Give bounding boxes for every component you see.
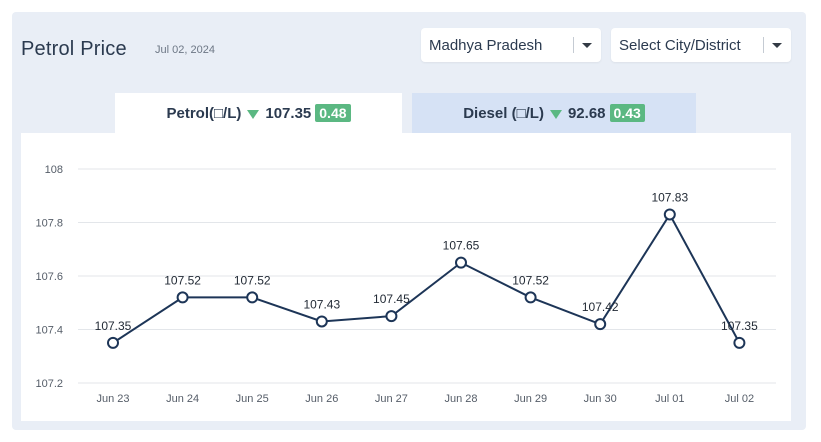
state-select-value: Madhya Pradesh bbox=[429, 36, 543, 54]
data-point bbox=[455, 256, 467, 269]
x-tick-label: Jun 30 bbox=[584, 393, 617, 405]
y-tick-label: 107.2 bbox=[35, 378, 63, 390]
data-label: 107.35 bbox=[95, 319, 132, 333]
x-tick-label: Jun 28 bbox=[444, 393, 477, 405]
chart-panel: 107.2 107.4 107.6 107.8 108 Jun 23 Jun 24 Jun 2… bbox=[21, 133, 791, 421]
data-label: 107.65 bbox=[443, 239, 480, 253]
data-point bbox=[385, 310, 398, 323]
data-point bbox=[524, 291, 537, 304]
x-tick-label: Jun 24 bbox=[166, 393, 199, 405]
select-separator bbox=[573, 37, 574, 53]
data-label: 107.52 bbox=[234, 273, 271, 287]
data-label: 107.42 bbox=[582, 300, 619, 314]
tab-diesel-price: 92.68 bbox=[567, 104, 606, 122]
data-point bbox=[107, 336, 119, 349]
y-tick-label: 107.6 bbox=[35, 271, 63, 283]
tab-petrol-change-badge: 0.48 bbox=[315, 104, 351, 122]
data-label: 107.35 bbox=[721, 319, 758, 333]
tab-diesel-change-badge: 0.43 bbox=[609, 104, 645, 122]
tab-petrol-label: Petrol(□/L) bbox=[166, 104, 242, 122]
price-down-icon bbox=[247, 109, 260, 119]
data-point bbox=[176, 291, 189, 304]
data-label: 107.52 bbox=[164, 273, 201, 287]
data-label: 107.43 bbox=[303, 297, 340, 311]
series-line bbox=[112, 212, 741, 344]
select-separator bbox=[763, 37, 764, 53]
x-tick-label: Jun 29 bbox=[514, 393, 547, 405]
city-select[interactable]: Select City/District bbox=[611, 28, 791, 62]
x-tick-label: Jun 26 bbox=[305, 393, 338, 405]
tab-diesel[interactable]: Diesel (□/L) 92.68 0.43 bbox=[412, 93, 696, 133]
y-tick-label: 107.4 bbox=[35, 325, 63, 337]
tab-petrol[interactable]: Petrol(□/L) 107.35 0.48 bbox=[115, 93, 402, 133]
data-point bbox=[594, 318, 607, 331]
y-tick-label: 108 bbox=[45, 164, 63, 176]
x-tick-label: Jul 02 bbox=[725, 393, 754, 405]
data-label: 107.83 bbox=[651, 190, 688, 204]
data-point bbox=[246, 291, 259, 304]
tab-diesel-label: Diesel (□/L) bbox=[463, 104, 544, 122]
x-tick-label: Jun 23 bbox=[96, 393, 129, 405]
data-label: 107.45 bbox=[373, 292, 410, 306]
y-tick-label: 107.8 bbox=[35, 218, 63, 230]
state-select[interactable]: Madhya Pradesh bbox=[421, 28, 601, 62]
page-title: Petrol Price bbox=[21, 38, 127, 60]
price-down-icon bbox=[549, 109, 562, 119]
data-point bbox=[733, 336, 746, 349]
x-tick-label: Jun 27 bbox=[375, 393, 408, 405]
tab-petrol-price: 107.35 bbox=[265, 104, 312, 122]
city-select-placeholder: Select City/District bbox=[619, 36, 741, 54]
data-point bbox=[663, 208, 676, 221]
x-tick-label: Jul 01 bbox=[655, 393, 684, 405]
price-line-chart: 107.2 107.4 107.6 107.8 108 Jun 23 Jun 24 Jun 2… bbox=[35, 164, 776, 405]
data-point bbox=[315, 315, 328, 328]
data-label: 107.52 bbox=[512, 273, 549, 287]
chevron-down-icon[interactable] bbox=[582, 42, 592, 48]
x-tick-label: Jun 25 bbox=[236, 393, 269, 405]
chevron-down-icon[interactable] bbox=[772, 42, 782, 48]
price-date: Jul 02, 2024 bbox=[155, 44, 215, 56]
